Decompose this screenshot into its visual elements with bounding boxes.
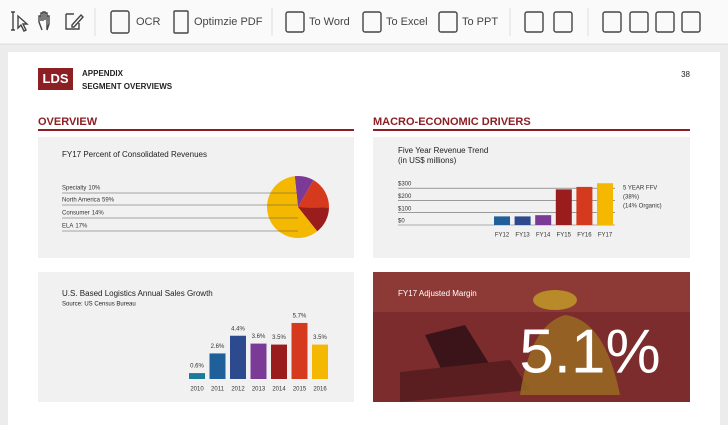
x-tick-label: 2011 xyxy=(211,387,225,393)
r-icon[interactable] xyxy=(655,11,675,33)
legend-value: 14% xyxy=(92,211,105,217)
value-label: 3.5% xyxy=(272,335,286,341)
header-line: SEGMENT OVERVIEWS xyxy=(82,82,173,91)
pie-slice xyxy=(298,180,329,208)
legend-label: Consumer xyxy=(62,211,90,217)
x-tick-label: FY15 xyxy=(557,233,572,239)
section-title: MACRO-ECONOMIC DRIVERS xyxy=(373,116,531,128)
chart-subtitle: Source: US Census Bureau xyxy=(62,302,136,308)
y-tick-label: $200 xyxy=(398,194,412,200)
helmet xyxy=(533,290,577,310)
annotation: (38%) xyxy=(623,195,639,201)
select-icon[interactable] xyxy=(11,11,29,32)
logo: LDS xyxy=(43,71,69,86)
y-tick-label: $300 xyxy=(398,182,412,188)
annotation: (14% Organic) xyxy=(623,204,662,210)
tool-label[interactable]: OCR xyxy=(136,16,161,28)
value-label: 3.5% xyxy=(313,335,327,341)
y-tick-label: $100 xyxy=(398,206,412,212)
bar xyxy=(230,335,246,379)
toolbar xyxy=(0,0,728,44)
x-tick-label: 2013 xyxy=(252,387,266,393)
toolbar-labels: OCR Optimzie PDF To Word To Excel To PPT xyxy=(136,16,498,28)
value-label: 2.6% xyxy=(211,344,225,350)
tool-label[interactable]: To Word xyxy=(309,16,350,28)
value-label: 4.4% xyxy=(231,326,245,332)
ppt-icon[interactable] xyxy=(438,11,458,33)
e-icon[interactable] xyxy=(602,11,622,33)
edit-icon[interactable] xyxy=(65,13,84,30)
x-tick-label: FY14 xyxy=(536,233,551,239)
x-tick-label: 2010 xyxy=(190,387,204,393)
h-icon[interactable] xyxy=(629,11,649,33)
word-icon[interactable] xyxy=(285,11,305,33)
tool-label[interactable]: To Excel xyxy=(386,16,428,28)
bar xyxy=(209,353,226,379)
page-number: 38 xyxy=(681,70,690,79)
photo-shade xyxy=(373,272,690,312)
bar xyxy=(271,344,287,379)
ocr-icon[interactable] xyxy=(110,10,130,34)
highlight-title: FY17 Adjusted Margin xyxy=(398,289,477,298)
image-icon[interactable] xyxy=(524,11,544,33)
x-tick-label: FY17 xyxy=(598,233,613,239)
value-label: 5.7% xyxy=(293,314,307,320)
x-tick-label: FY16 xyxy=(577,233,592,239)
hand-icon[interactable] xyxy=(38,11,50,31)
header-line: APPENDIX xyxy=(82,69,124,78)
tool-label[interactable]: Optimzie PDF xyxy=(194,16,263,28)
text-icon[interactable] xyxy=(553,11,573,33)
bar xyxy=(576,186,593,225)
bar xyxy=(514,216,531,225)
section-rule xyxy=(373,129,690,131)
p-icon[interactable] xyxy=(681,11,701,33)
tool-label[interactable]: To PPT xyxy=(462,16,498,28)
section-rule xyxy=(38,129,354,131)
x-tick-label: FY12 xyxy=(495,233,510,239)
highlight-value: 5.1% xyxy=(519,317,660,386)
worker xyxy=(520,315,620,395)
chart-title: FY17 Percent of Consolidated Revenues xyxy=(62,150,207,159)
legend-value: 10% xyxy=(88,186,101,192)
x-tick-label: 2016 xyxy=(313,387,327,393)
excel-icon[interactable] xyxy=(362,11,382,33)
desk xyxy=(400,360,530,402)
panel xyxy=(373,137,690,258)
bar xyxy=(250,343,267,379)
pie-slice xyxy=(294,175,314,207)
photo-panel: FY17 Adjusted Margin 5.1% xyxy=(373,272,690,402)
bar xyxy=(597,183,613,225)
chart-title: Five Year Revenue Trend xyxy=(398,146,488,155)
chart-subtitle: (in US$ millions) xyxy=(398,156,457,165)
legend-label: ELA xyxy=(62,224,73,230)
bar xyxy=(555,189,572,225)
bar xyxy=(535,215,552,225)
optimize-icon[interactable] xyxy=(173,10,189,34)
legend-value: 17% xyxy=(75,224,88,230)
pie-slice xyxy=(266,176,318,238)
value-label: 3.6% xyxy=(252,334,266,340)
bar xyxy=(189,373,205,379)
legend-value: 59% xyxy=(102,198,115,204)
x-tick-label: 2015 xyxy=(293,387,307,393)
legend-label: North America xyxy=(62,198,101,204)
section-title: OVERVIEW xyxy=(38,116,98,128)
bar xyxy=(291,322,308,379)
chart-title: U.S. Based Logistics Annual Sales Growth xyxy=(62,289,213,298)
bar xyxy=(312,344,328,379)
separators xyxy=(94,8,589,36)
y-tick-label: $0 xyxy=(398,219,405,225)
tool-icons xyxy=(11,10,701,34)
pie-slice xyxy=(298,207,329,232)
logo-box xyxy=(38,68,73,90)
x-tick-label: FY13 xyxy=(515,233,530,239)
x-tick-label: 2014 xyxy=(272,387,286,393)
x-tick-label: 2012 xyxy=(231,387,245,393)
value-label: 0.6% xyxy=(190,364,204,370)
annotation: 5 YEAR FFV xyxy=(623,186,657,192)
bar xyxy=(494,216,510,225)
legend-label: Specialty xyxy=(62,186,86,192)
